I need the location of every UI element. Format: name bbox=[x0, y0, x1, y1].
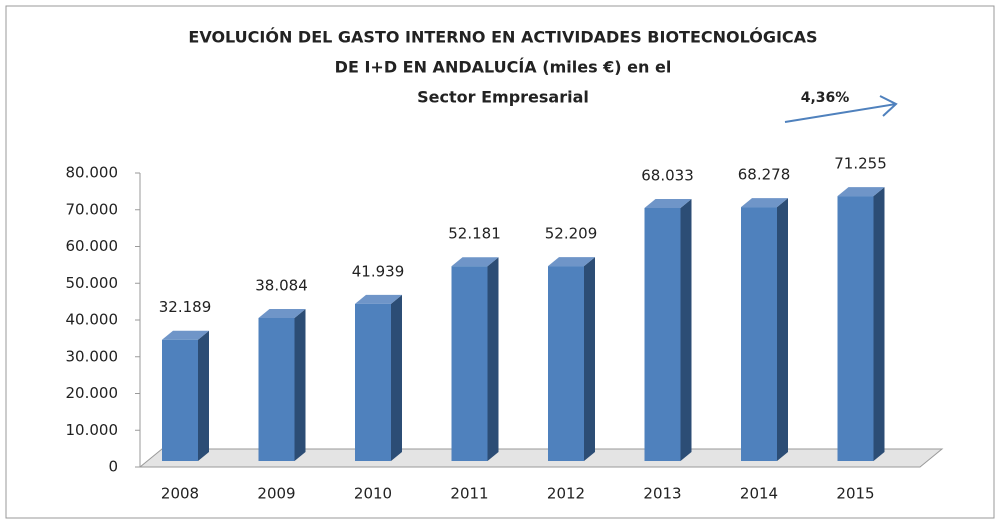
bar-side bbox=[680, 198, 692, 461]
chart-title: DE I+D EN ANDALUCÍA (miles €) en el bbox=[335, 58, 672, 77]
bar bbox=[644, 198, 692, 461]
bar-top bbox=[162, 330, 209, 340]
data-label: 52.209 bbox=[545, 225, 598, 243]
y-tick-label: 30.000 bbox=[66, 347, 119, 365]
data-label: 68.033 bbox=[641, 166, 694, 184]
y-tick-label: 20.000 bbox=[66, 384, 119, 402]
y-tick-label: 80.000 bbox=[66, 164, 119, 182]
annotation: 4,36% bbox=[801, 90, 850, 106]
bar bbox=[741, 198, 788, 461]
data-label: 41.939 bbox=[352, 262, 405, 280]
bar-front bbox=[451, 266, 488, 461]
y-tick-label: 40.000 bbox=[66, 311, 119, 329]
bar bbox=[258, 309, 306, 461]
bar-top bbox=[258, 309, 306, 319]
chart-title: EVOLUCIÓN DEL GASTO INTERNO EN ACTIVIDAD… bbox=[188, 28, 817, 47]
bar-front bbox=[548, 266, 584, 461]
bar bbox=[837, 187, 885, 461]
bar-top bbox=[451, 257, 499, 267]
y-tick-label: 50.000 bbox=[66, 274, 119, 292]
bar-side bbox=[873, 187, 885, 461]
data-label: 71.255 bbox=[834, 155, 887, 173]
data-label: 68.278 bbox=[738, 166, 791, 184]
annotation-arrow bbox=[784, 95, 898, 123]
x-tick-label: 2013 bbox=[643, 485, 681, 503]
bar bbox=[162, 330, 209, 461]
data-label: 38.084 bbox=[255, 277, 308, 295]
x-tick-label: 2015 bbox=[836, 485, 874, 503]
x-tick-label: 2012 bbox=[547, 485, 585, 503]
bar-side bbox=[294, 309, 306, 461]
bar-top bbox=[355, 294, 402, 304]
x-tick-label: 2014 bbox=[740, 485, 778, 503]
bar-top bbox=[837, 187, 885, 197]
data-label: 32.189 bbox=[159, 298, 212, 316]
bar-front bbox=[355, 303, 391, 461]
y-tick-label: 70.000 bbox=[66, 200, 119, 218]
bar-side bbox=[198, 330, 209, 461]
bar-front bbox=[741, 207, 777, 461]
bar bbox=[355, 294, 402, 461]
bar-top bbox=[548, 257, 595, 267]
bar-front bbox=[837, 196, 874, 461]
bar-front bbox=[162, 339, 198, 461]
x-tick-label: 2010 bbox=[354, 485, 392, 503]
x-tick-label: 2008 bbox=[161, 485, 199, 503]
bar-side bbox=[584, 257, 595, 461]
y-tick-label: 0 bbox=[108, 458, 118, 476]
chart-title: Sector Empresarial bbox=[417, 88, 589, 107]
bar-front bbox=[258, 318, 295, 461]
bar-top bbox=[644, 198, 692, 208]
bar-front bbox=[644, 207, 681, 461]
bar-side bbox=[487, 257, 499, 461]
x-tick-label: 2009 bbox=[257, 485, 295, 503]
data-label: 52.181 bbox=[448, 225, 501, 243]
y-tick-label: 60.000 bbox=[66, 237, 119, 255]
bar bbox=[451, 257, 499, 461]
bar-top bbox=[741, 198, 788, 208]
x-tick-label: 2011 bbox=[450, 485, 488, 503]
bar-side bbox=[391, 294, 402, 461]
bar bbox=[548, 257, 595, 461]
y-tick-label: 10.000 bbox=[66, 421, 119, 439]
bar-side bbox=[777, 198, 788, 461]
